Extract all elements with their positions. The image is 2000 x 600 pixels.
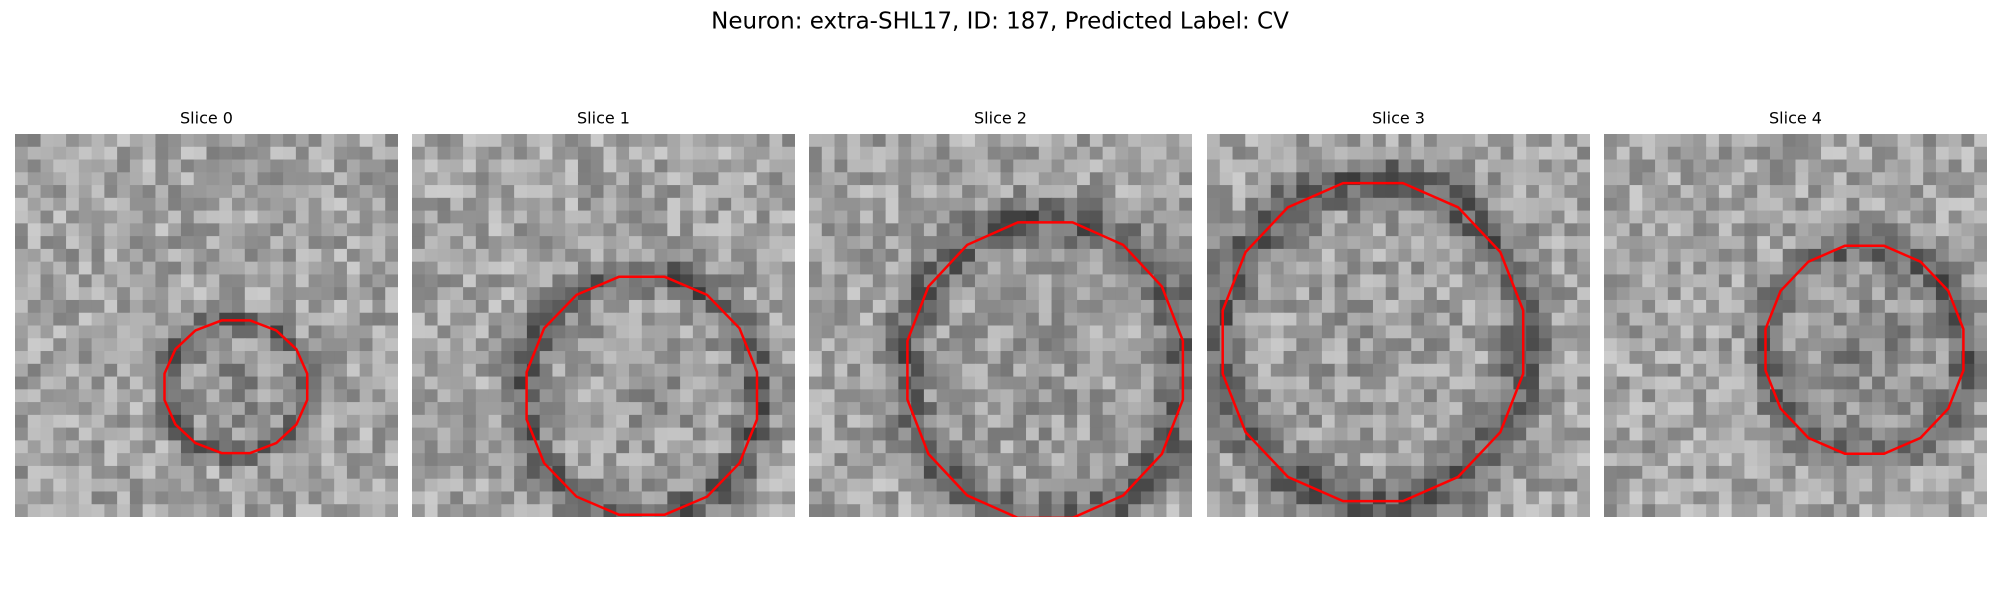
contour — [1221, 181, 1525, 503]
figure-title: Neuron: extra-SHL17, ID: 187, Predicted … — [711, 9, 1289, 35]
contour — [1764, 244, 1965, 455]
panel-title: Slice 4 — [1769, 109, 1822, 128]
contour — [163, 319, 309, 455]
image-panel — [1207, 134, 1590, 517]
contour — [906, 221, 1185, 517]
panel-title: Slice 1 — [577, 109, 630, 128]
image-panel — [809, 134, 1192, 517]
image-panel — [1604, 134, 1987, 517]
image-panel — [412, 134, 795, 517]
contour — [525, 275, 759, 516]
panel-title: Slice 3 — [1372, 109, 1425, 128]
panel-title: Slice 2 — [974, 109, 1027, 128]
image-panel — [15, 134, 398, 517]
panel-title: Slice 0 — [180, 109, 233, 128]
